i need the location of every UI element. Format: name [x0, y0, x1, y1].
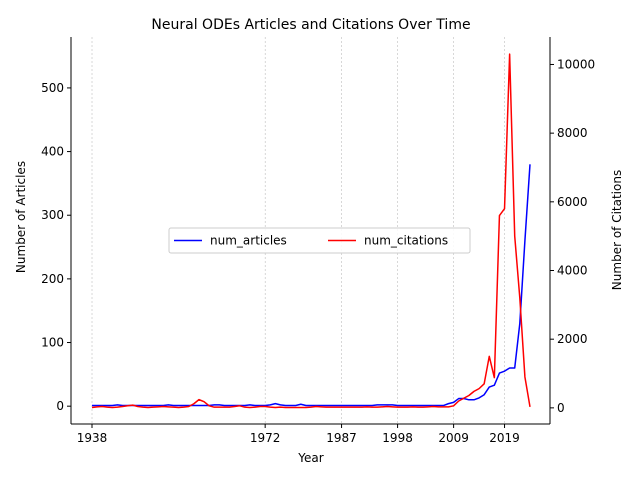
tick-labels: 1938 1972 1987 1998 2009 2019 0 100 200 300 400 500… [41, 57, 595, 445]
x-tick-label: 1998 [382, 431, 413, 445]
legend: num_articles num_citations [168, 227, 471, 254]
x-tick-label: 2019 [489, 431, 520, 445]
y-right-tick-label: 2000 [557, 332, 588, 346]
y-right-tick-label: 6000 [557, 195, 588, 209]
axes [67, 37, 554, 428]
y-left-tick-label: 0 [56, 399, 64, 413]
x-tick-label: 1938 [77, 431, 108, 445]
y-left-tick-label: 100 [41, 336, 64, 350]
y-axis-left-label: Number of Articles [14, 161, 28, 273]
y-left-tick-label: 500 [41, 81, 64, 95]
chart-title: Neural ODEs Articles and Citations Over … [151, 17, 470, 33]
y-left-tick-label: 400 [41, 145, 64, 159]
legend-box [168, 227, 471, 254]
series-lines [91, 53, 531, 409]
y-right-tick-label: 4000 [557, 264, 588, 278]
y-left-tick-label: 200 [41, 272, 64, 286]
y-right-tick-label: 10000 [557, 57, 595, 71]
x-tick-label: 1972 [250, 431, 281, 445]
x-axis-label: Year [297, 451, 323, 465]
x-tick-label: 1987 [326, 431, 357, 445]
series-line-num-citations [91, 53, 531, 409]
y-right-tick-label: 8000 [557, 126, 588, 140]
x-tick-label: 2009 [438, 431, 469, 445]
y-right-tick-label: 0 [557, 401, 565, 415]
y-left-tick-label: 300 [41, 208, 64, 222]
y-axis-right-label: Number of Citations [610, 170, 624, 290]
legend-label-num-citations: num_citations [364, 234, 448, 248]
legend-label-num-articles: num_articles [210, 234, 287, 248]
series-line-num-articles [92, 164, 531, 407]
